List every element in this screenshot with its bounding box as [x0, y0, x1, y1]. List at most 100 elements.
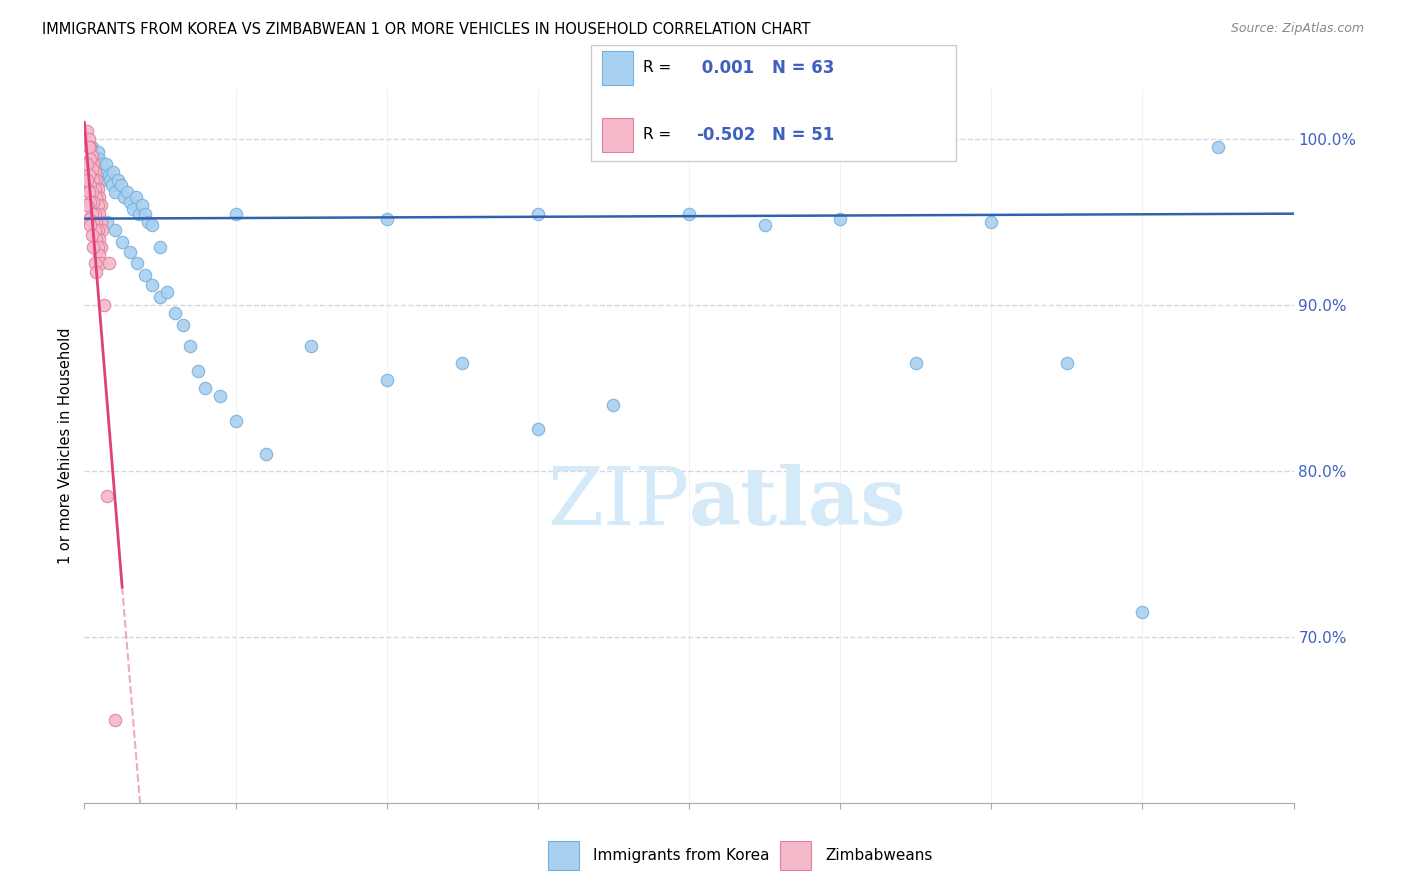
Point	[375, 373, 398, 387]
Point	[149, 290, 172, 304]
Point	[128, 207, 150, 221]
Point	[76, 198, 98, 212]
Point	[90, 165, 112, 179]
Point	[375, 211, 398, 226]
Point	[104, 713, 127, 727]
Point	[77, 211, 100, 226]
Point	[980, 215, 1002, 229]
Point	[141, 278, 163, 293]
Point	[1206, 140, 1229, 154]
Point	[121, 202, 143, 216]
Text: R =: R =	[643, 61, 671, 75]
Point	[77, 169, 100, 183]
Point	[118, 244, 141, 259]
Point	[79, 140, 101, 154]
Point	[1056, 356, 1078, 370]
Text: Zimbabweans: Zimbabweans	[825, 848, 932, 863]
Text: Source: ZipAtlas.com: Source: ZipAtlas.com	[1230, 22, 1364, 36]
Point	[94, 157, 117, 171]
Point	[82, 215, 104, 229]
Point	[100, 178, 122, 193]
Point	[118, 195, 141, 210]
Point	[84, 256, 107, 270]
Point	[87, 223, 110, 237]
Point	[90, 256, 112, 270]
Point	[82, 157, 104, 171]
Text: IMMIGRANTS FROM KOREA VS ZIMBABWEAN 1 OR MORE VEHICLES IN HOUSEHOLD CORRELATION : IMMIGRANTS FROM KOREA VS ZIMBABWEAN 1 OR…	[42, 22, 810, 37]
Point	[134, 207, 156, 221]
Point	[678, 207, 700, 221]
Point	[89, 231, 111, 245]
Point	[84, 182, 107, 196]
Point	[254, 447, 277, 461]
Point	[527, 207, 550, 221]
Point	[80, 161, 103, 176]
Point	[165, 306, 187, 320]
Point	[77, 140, 100, 154]
Point	[904, 356, 927, 370]
Point	[172, 318, 194, 332]
Point	[86, 215, 108, 229]
Point	[77, 132, 100, 146]
Point	[830, 211, 852, 226]
Text: atlas: atlas	[689, 464, 907, 542]
Point	[112, 190, 135, 204]
Point	[96, 489, 118, 503]
Point	[76, 157, 98, 171]
Point	[82, 148, 104, 162]
Y-axis label: 1 or more Vehicles in Household: 1 or more Vehicles in Household	[58, 327, 73, 565]
Point	[82, 240, 104, 254]
Point	[79, 152, 101, 166]
Point	[82, 195, 104, 210]
Point	[141, 219, 163, 233]
Point	[89, 207, 111, 221]
Text: Immigrants from Korea: Immigrants from Korea	[593, 848, 770, 863]
Point	[84, 152, 107, 166]
Point	[98, 173, 121, 187]
Text: ZIP: ZIP	[547, 464, 689, 542]
Point	[80, 207, 103, 221]
Point	[80, 140, 103, 154]
Text: R =: R =	[643, 128, 671, 142]
Point	[225, 414, 247, 428]
Text: -0.502: -0.502	[696, 126, 755, 144]
Point	[89, 248, 111, 262]
Point	[149, 240, 172, 254]
Point	[79, 219, 101, 233]
Point	[86, 157, 108, 171]
Point	[76, 124, 98, 138]
Point	[754, 219, 776, 233]
Point	[225, 207, 247, 221]
Point	[104, 223, 127, 237]
Text: N = 63: N = 63	[772, 59, 834, 77]
Point	[90, 215, 112, 229]
Point	[86, 265, 108, 279]
Point	[136, 215, 159, 229]
Point	[527, 422, 550, 436]
Point	[76, 173, 98, 187]
Point	[91, 157, 114, 171]
Point	[96, 173, 118, 187]
Point	[97, 169, 120, 183]
Point	[1132, 605, 1154, 619]
Point	[104, 185, 127, 199]
Point	[86, 190, 108, 204]
Point	[179, 339, 201, 353]
Point	[107, 173, 129, 187]
Point	[80, 228, 103, 243]
Point	[115, 185, 138, 199]
Point	[86, 231, 108, 245]
Point	[93, 298, 115, 312]
Point	[134, 268, 156, 282]
Point	[110, 178, 132, 193]
Point	[125, 190, 148, 204]
Point	[93, 169, 115, 183]
Point	[602, 397, 624, 411]
Point	[79, 178, 101, 193]
Point	[451, 356, 474, 370]
Point	[90, 240, 112, 254]
Point	[87, 182, 110, 196]
Point	[97, 256, 120, 270]
Point	[84, 223, 107, 237]
Point	[156, 285, 179, 299]
